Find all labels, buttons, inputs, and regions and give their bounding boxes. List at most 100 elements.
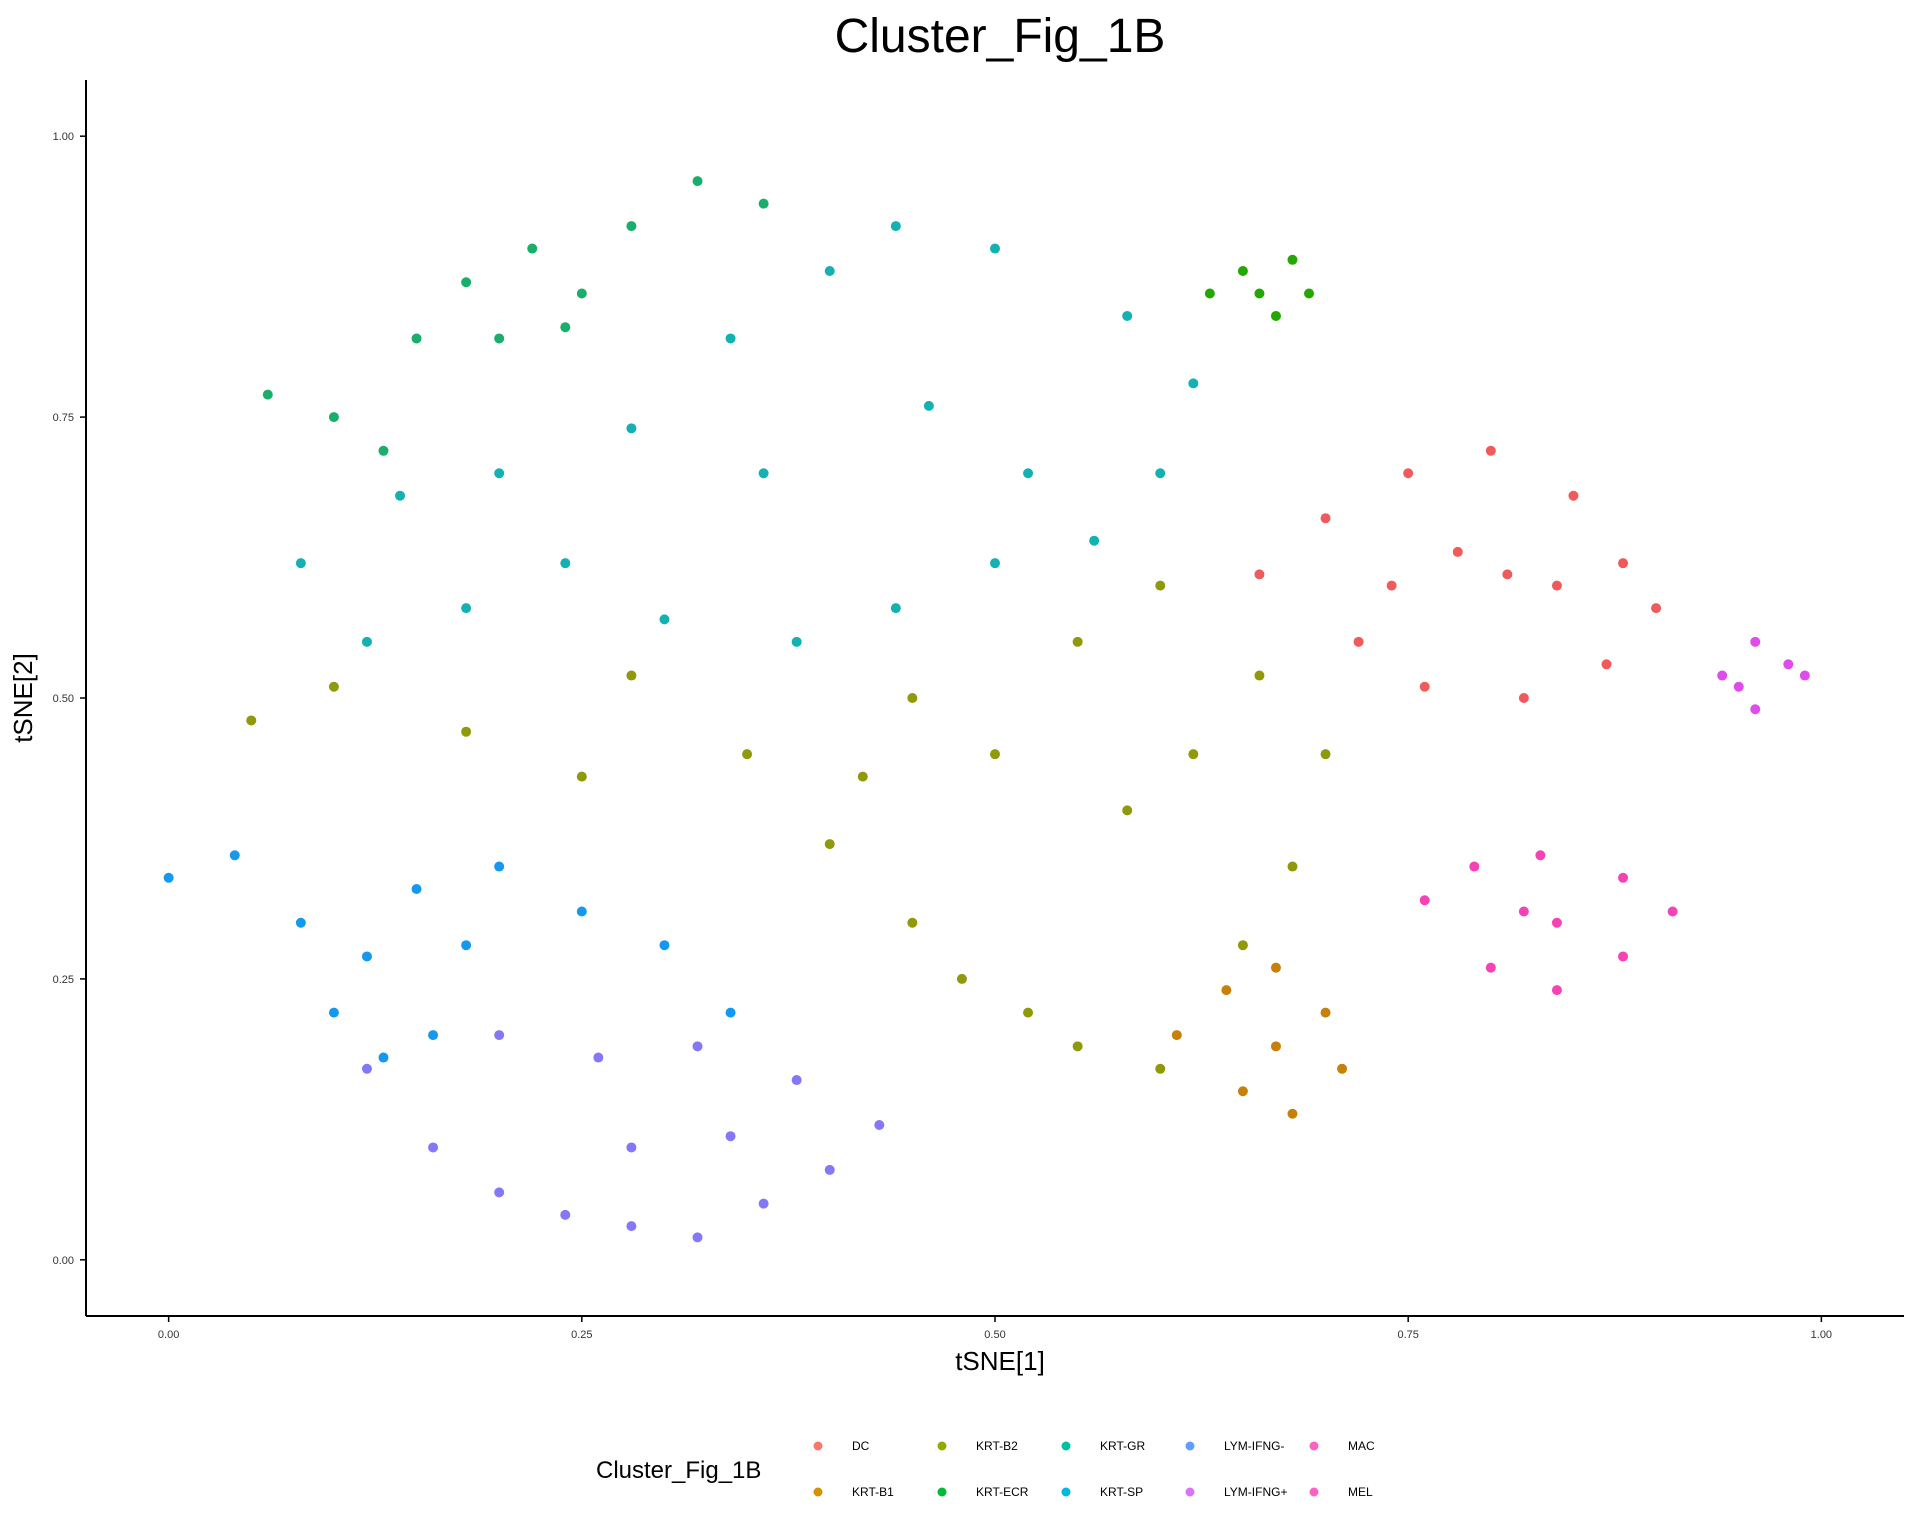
point-krt-b2-11 [1155,1063,1166,1074]
point-krt-gr-0 [262,389,273,400]
legend-label: MEL [1348,1485,1373,1499]
legend-swatch [937,1487,947,1497]
point-lym-ifng--9 [576,906,587,917]
point-krt-sp-14 [824,266,835,277]
series-krt-sp [295,221,1199,647]
legend-entry-krt-gr: KRT-GR [1061,1439,1145,1453]
chart-title: Cluster_Fig_1B [835,10,1166,63]
legend-entry-dc: DC [813,1439,870,1453]
y-tick-label: 0.75 [53,412,74,424]
point-krt-b1-1 [1221,985,1232,996]
x-axis-title: tSNE[1] [955,1346,1045,1376]
point-mac-4 [1750,704,1761,715]
point-lym-ifng--7 [824,1164,835,1175]
y-axis-ticks: 0.00 0.25 0.50 0.75 1.00 [53,131,86,1267]
point-mel-8 [1551,917,1562,928]
point-krt-sp-12 [990,243,1000,254]
point-krt-gr-11 [560,322,571,333]
y-axis-title: tSNE[2] [8,653,38,743]
plot-background [86,80,1904,1316]
point-krt-sp-3 [560,558,571,569]
point-krt-sp-11 [1122,310,1133,321]
point-krt-sp-18 [395,490,406,501]
point-krt-gr-8 [692,176,703,187]
point-krt-b2-2 [461,726,472,737]
point-lym-ifng--10 [692,1041,703,1052]
point-krt-b2-14 [1320,749,1331,760]
point-krt-b1-0 [1171,1030,1182,1041]
point-mel-5 [1618,951,1629,962]
point-lym-ifng--2 [295,917,306,928]
point-krt-b2-18 [990,749,1000,760]
point-dc-7 [1601,659,1612,670]
plot-area [86,80,1904,1316]
y-tick-label: 0.50 [53,693,74,705]
point-krt-ecr-5 [1254,288,1265,299]
legend: Cluster_Fig_1B DC KRT-B1 KRT-B2 KRT-ECR KRT-… [596,1439,1375,1499]
point-krt-gr-4 [461,277,472,288]
legend-entries: DC KRT-B1 KRT-B2 KRT-ECR KRT-GR KRT-SP LYM-IFN… [813,1439,1375,1499]
point-krt-b2-12 [1237,940,1248,951]
series-krt-b1 [1171,962,1348,1119]
point-krt-sp-0 [295,558,306,569]
point-lym-ifng--10 [659,940,670,951]
point-mel-1 [1469,861,1480,872]
point-krt-sp-19 [758,468,769,479]
legend-swatch [1309,1441,1319,1451]
series-mac [1717,636,1810,715]
point-mac-1 [1750,636,1761,647]
point-krt-b2-21 [1188,749,1199,760]
point-krt-b2-13 [1287,861,1298,872]
point-dc-8 [1518,693,1529,703]
point-krt-b2-22 [857,771,868,782]
point-krt-b2-4 [626,670,637,681]
point-mel-3 [1618,872,1629,883]
point-krt-sp-4 [659,614,670,625]
point-krt-b2-16 [1155,580,1166,591]
point-krt-b2-20 [1122,805,1133,816]
point-krt-ecr-4 [1270,310,1281,321]
point-dc-2 [1403,468,1414,479]
legend-label: KRT-SP [1100,1485,1143,1499]
x-tick-label: 0.25 [571,1329,592,1341]
point-lym-ifng--6 [758,1198,769,1209]
point-mel-7 [1485,962,1496,973]
legend-swatch [937,1441,947,1451]
legend-entry-mac: MAC [1309,1439,1375,1453]
legend-title: Cluster_Fig_1B [596,1457,761,1484]
point-dc-1 [1320,513,1331,524]
point-mel-9 [1518,906,1529,917]
point-krt-ecr-0 [1204,288,1215,299]
point-dc-13 [1551,580,1562,591]
legend-entry-krt-ecr: KRT-ECR [937,1485,1029,1499]
legend-swatch [1061,1487,1071,1497]
point-lym-ifng--14 [725,1131,736,1142]
legend-swatch [1185,1487,1195,1497]
point-krt-b2-5 [742,749,753,760]
point-krt-gr-6 [576,288,587,299]
point-krt-gr-7 [626,221,637,232]
point-krt-b1-4 [1337,1063,1348,1074]
legend-swatch [1185,1441,1195,1451]
point-krt-b2-9 [1023,1007,1034,1018]
x-tick-label: 0.75 [1397,1329,1418,1341]
point-lym-ifng--11 [725,1007,736,1018]
point-lym-ifng--0 [361,1063,372,1074]
point-lym-ifng--2 [494,1187,505,1198]
point-krt-ecr-3 [1304,288,1315,299]
y-tick-label: 0.25 [53,974,74,986]
point-dc-5 [1618,558,1629,569]
legend-entry-krt-b2: KRT-B2 [937,1439,1018,1453]
point-krt-b2-6 [824,839,835,850]
point-lym-ifng--0 [163,872,174,883]
point-krt-sp-1 [361,636,372,647]
point-dc-12 [1452,546,1463,557]
legend-label: LYM-IFNG- [1224,1439,1284,1453]
y-tick-label: 1.00 [53,131,74,143]
point-krt-b2-7 [907,917,918,928]
point-lym-ifng--4 [378,1052,389,1063]
point-krt-sp-2 [461,603,472,614]
point-krt-sp-9 [1155,468,1166,479]
point-lym-ifng--7 [411,884,422,895]
